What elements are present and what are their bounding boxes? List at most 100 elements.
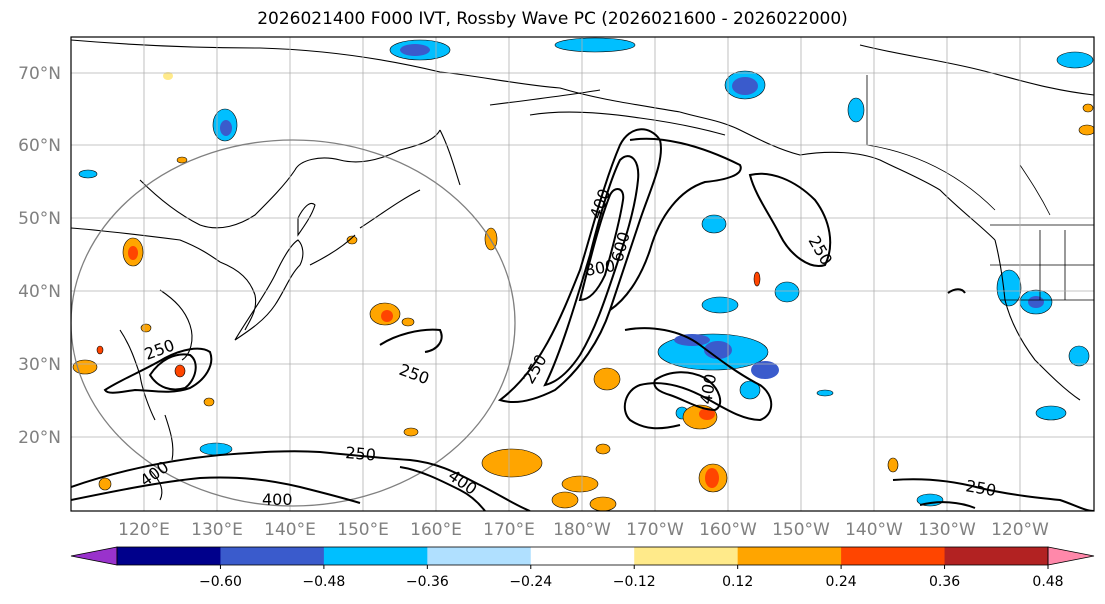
longitude-label: 160°E <box>410 520 462 540</box>
longitude-label: 150°W <box>772 520 830 540</box>
anomaly-patch <box>381 310 393 322</box>
anomaly-patch <box>551 491 579 509</box>
anomaly-patch <box>1028 296 1044 308</box>
border-line <box>1019 164 1051 216</box>
longitude-label: 170°W <box>626 520 684 540</box>
latitude-labels: 70°N 60°N 50°N 40°N 30°N 20°N <box>18 64 61 448</box>
anomaly-patch <box>589 496 617 511</box>
colorbar-bin <box>117 547 221 565</box>
latitude-label: 20°N <box>18 428 61 448</box>
anomaly-patch <box>140 323 152 333</box>
ivt-contour <box>379 328 443 353</box>
latitude-label: 40°N <box>18 282 61 302</box>
colorbar-bin <box>634 547 739 565</box>
ivt-contour <box>399 466 486 511</box>
anomaly-patch <box>174 364 186 378</box>
colorbar-bin <box>323 547 428 565</box>
longitude-label: 180°W <box>553 520 611 540</box>
coastline <box>489 89 601 106</box>
colorbar-tick-label: 0.36 <box>929 574 960 590</box>
anomaly-patch <box>128 246 138 260</box>
coastline <box>71 227 221 263</box>
colorbar-tick-label: −0.48 <box>302 574 345 590</box>
anomaly-patch <box>595 443 611 455</box>
anomaly-patch <box>401 317 415 327</box>
colorbar-bin <box>220 547 325 565</box>
ivt-contour <box>497 128 662 403</box>
border-layer <box>866 75 1094 301</box>
anomaly-patch <box>1056 51 1094 69</box>
anomaly-patch <box>403 427 419 437</box>
anomaly-patch <box>701 214 727 234</box>
longitude-label: 140°E <box>264 520 316 540</box>
anomaly-patch <box>753 271 761 287</box>
ivt-contour <box>653 371 722 412</box>
anomaly-patch <box>561 475 599 493</box>
island-outline <box>529 111 726 136</box>
coastline <box>294 129 441 171</box>
colorbar: −0.60 −0.48 −0.36 −0.24 −0.12 0.12 0.24 0.36 0.4… <box>70 546 1095 590</box>
anomaly-patch <box>98 477 112 491</box>
colorbar-tick-label: −0.60 <box>199 574 242 590</box>
anomaly-patch <box>346 235 358 245</box>
anomaly-patch <box>199 442 233 456</box>
colorbar-tick-label: −0.24 <box>509 574 552 590</box>
longitude-labels: 120°E 130°E 140°E 150°E 160°E 170°E 180°… <box>118 520 1049 540</box>
ivt-contours <box>71 128 1094 511</box>
anomaly-patch <box>203 397 215 407</box>
ivt-contour <box>578 188 625 302</box>
coastline <box>439 129 461 186</box>
colorbar-extend-left <box>70 546 118 566</box>
map-frame <box>70 36 1095 512</box>
island-outline <box>297 202 316 237</box>
region-circle <box>71 139 516 507</box>
coastline <box>994 239 1081 401</box>
coastline <box>679 111 996 241</box>
colorbar-extend-right <box>1047 546 1095 566</box>
coastline <box>219 261 257 331</box>
anomaly-patch <box>739 380 761 400</box>
anomaly-patch <box>481 448 543 478</box>
colorbar-ticks: −0.60 −0.48 −0.36 −0.24 −0.12 0.12 0.24 0.36 0.4… <box>199 565 1064 590</box>
anomaly-patch <box>1035 405 1067 421</box>
coastline <box>139 169 296 229</box>
anomaly-patch <box>816 389 834 397</box>
colorbar-tick-label: −0.12 <box>613 574 656 590</box>
anomaly-patch <box>554 37 636 53</box>
anomaly-patch <box>593 367 621 391</box>
map-title: 2026021400 F000 IVT, Rossby Wave PC (202… <box>257 9 848 29</box>
latitude-label: 60°N <box>18 136 61 156</box>
latitude-label: 50°N <box>18 209 61 229</box>
ivt-contour <box>947 288 966 294</box>
anomaly-patch <box>1078 124 1094 136</box>
map-background <box>71 37 1094 511</box>
anomaly-patch <box>701 296 739 314</box>
island-outline <box>234 239 304 341</box>
border-line <box>866 144 996 211</box>
anomaly-patch <box>1068 345 1090 367</box>
colorbar-boxes <box>117 547 1049 565</box>
anomaly-patch <box>847 97 865 123</box>
latitude-label: 30°N <box>18 355 61 375</box>
colorbar-tick-label: −0.36 <box>406 574 449 590</box>
colorbar-bin <box>841 547 946 565</box>
ivt-contour <box>71 476 361 504</box>
island-outline <box>359 189 421 229</box>
colorbar-frame <box>116 546 1049 566</box>
anomaly-fill-layer <box>72 37 1094 511</box>
anomaly-patch <box>96 345 104 355</box>
coastline <box>71 39 681 113</box>
longitude-label: 170°E <box>483 520 535 540</box>
contour-label: 400 <box>262 490 293 509</box>
anomaly-patch <box>996 269 1022 307</box>
anomaly-patch <box>887 457 899 473</box>
ivt-contour <box>609 137 742 311</box>
ivt-contour <box>71 450 531 511</box>
colorbar-bin <box>427 547 532 565</box>
longitude-label: 150°E <box>337 520 389 540</box>
coastline <box>119 329 156 421</box>
longitude-label: 140°W <box>845 520 903 540</box>
colorbar-bin <box>944 547 1049 565</box>
anomaly-patch <box>705 468 719 488</box>
